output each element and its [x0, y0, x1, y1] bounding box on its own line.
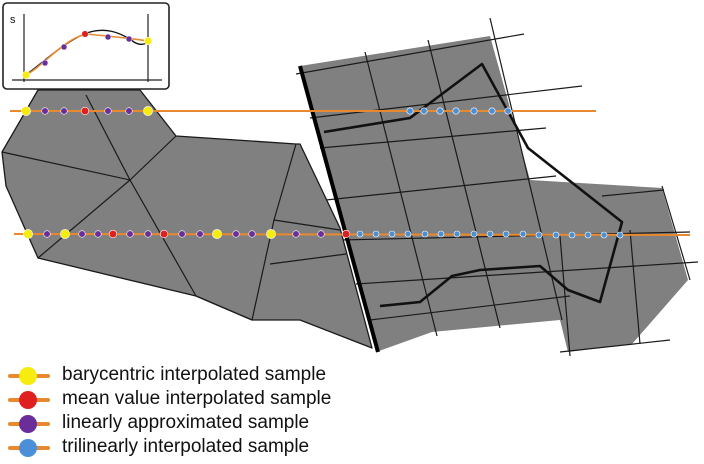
legend-swatch: [6, 366, 52, 386]
regular-grid: [295, 17, 699, 357]
legend-dot-icon: [19, 391, 37, 409]
legend-label: barycentric interpolated sample: [62, 364, 327, 385]
polygon-mesh: [1, 89, 373, 349]
inset-frame: [2, 2, 170, 90]
legend-label: trilinearly interpolated sample: [62, 436, 310, 457]
legend-label: linearly approximated sample: [62, 412, 310, 433]
legend-dot-icon: [19, 367, 37, 385]
legend-swatch: [6, 414, 52, 434]
inset-plot: s: [2, 2, 170, 90]
mesh-fill: [1, 89, 373, 349]
inset-axis-label: s: [10, 14, 16, 26]
legend-swatch: [6, 390, 52, 410]
legend-swatch: [6, 438, 52, 458]
samples-bottom: [23, 229, 624, 239]
legend-dot-icon: [19, 439, 37, 457]
samples-top: [21, 106, 512, 116]
grid-boundary: [298, 65, 380, 353]
legend-label: mean value interpolated sample: [62, 388, 332, 409]
legend-dot-icon: [19, 415, 37, 433]
contour-outline: [323, 62, 624, 308]
grid-fill: [300, 36, 688, 352]
